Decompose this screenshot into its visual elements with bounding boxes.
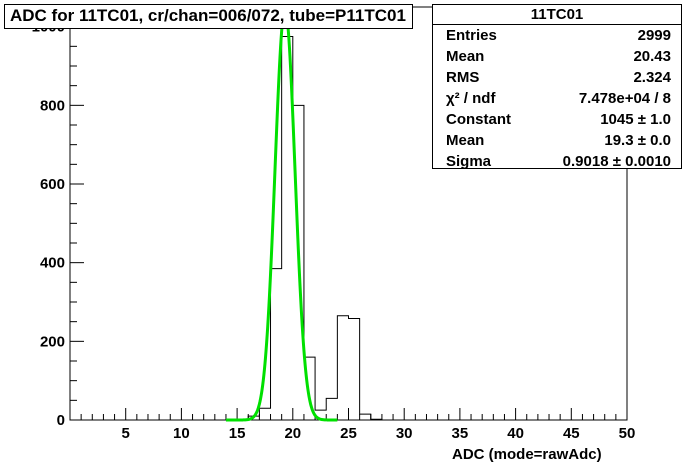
stats-value: 0.9018 ± 0.0010 — [562, 153, 671, 170]
stats-key: Mean — [446, 132, 485, 149]
x-axis-label: ADC (mode=rawAdc) — [452, 446, 602, 463]
stats-row-entries: Entries 2999 — [433, 25, 681, 46]
stats-row-sigma: Sigma 0.9018 ± 0.0010 — [433, 151, 681, 172]
y-axis: 02004006008001000 — [32, 6, 84, 429]
stats-row-constant: Constant 1045 ± 1.0 — [433, 109, 681, 130]
stats-row-chi2: χ² / ndf 7.478e+04 / 8 — [433, 88, 681, 109]
x-axis: 5 10 15 20 25 30 35 40 45 50 — [69, 408, 636, 442]
stats-value: 2999 — [637, 27, 671, 44]
chart-title: ADC for 11TC01, cr/chan=006/072, tube=P1… — [4, 4, 413, 29]
stats-key: χ² / ndf — [446, 90, 496, 107]
stats-key: RMS — [446, 69, 480, 86]
stats-row-rms: RMS 2.324 — [433, 67, 681, 88]
y-tick-label: 600 — [40, 176, 65, 193]
stats-row-fit-mean: Mean 19.3 ± 0.0 — [433, 130, 681, 151]
stats-key: Mean — [446, 48, 485, 65]
stats-row-mean: Mean 20.43 — [433, 46, 681, 67]
stats-rows: Entries 2999 Mean 20.43 RMS 2.324 χ² / ndf 7… — [433, 25, 681, 172]
stats-box: 11TC01 Entries 2999 Mean 20.43 RMS 2.324 χ²… — [432, 4, 682, 172]
x-tick-label: 5 — [122, 425, 130, 442]
stats-value: 7.478e+04 / 8 — [578, 90, 671, 107]
gaussian-fit-curve — [225, 6, 338, 422]
x-tick-label: 40 — [507, 425, 524, 442]
y-tick-label: 400 — [40, 255, 65, 272]
x-tick-label: 10 — [173, 425, 190, 442]
stats-value: 1045 ± 1.0 — [600, 111, 671, 128]
x-tick-label: 45 — [563, 425, 580, 442]
x-tick-label: 30 — [396, 425, 413, 442]
stats-key: Sigma — [446, 153, 492, 170]
y-tick-label: 200 — [40, 333, 65, 350]
histogram-line — [236, 36, 383, 420]
stats-value: 20.43 — [633, 48, 671, 65]
stats-box-title: 11TC01 — [433, 5, 681, 25]
x-tick-label: 50 — [619, 425, 636, 442]
x-tick-label: 20 — [284, 425, 301, 442]
y-tick-label: 0 — [57, 412, 65, 429]
stats-key: Entries — [446, 27, 497, 44]
x-tick-label: 25 — [340, 425, 357, 442]
stats-key: Constant — [446, 111, 511, 128]
x-tick-label: 35 — [452, 425, 469, 442]
x-tick-label: 15 — [229, 425, 246, 442]
y-tick-label: 800 — [40, 97, 65, 114]
stats-value: 2.324 — [633, 69, 671, 86]
stats-value: 19.3 ± 0.0 — [604, 132, 671, 149]
